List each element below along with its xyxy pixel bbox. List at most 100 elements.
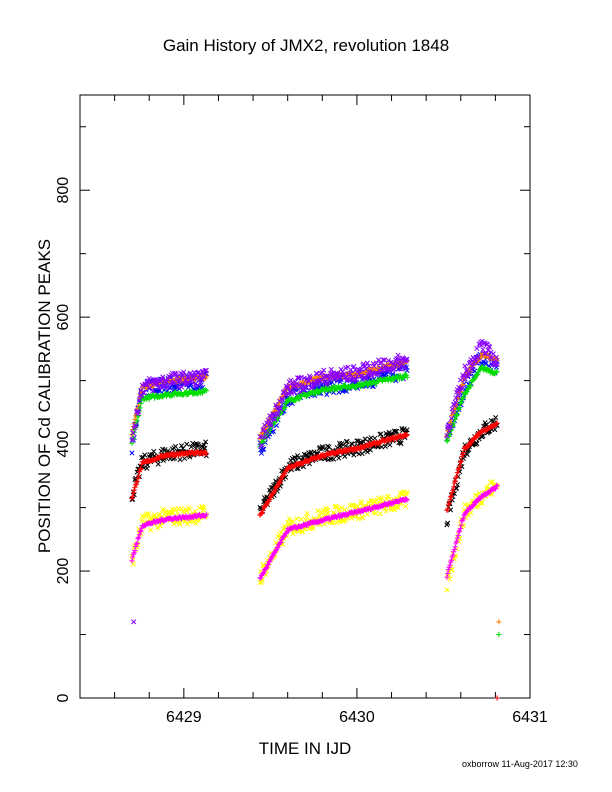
- axis-ticks: [79, 95, 531, 699]
- data-point: [360, 515, 366, 521]
- data-point: [452, 478, 458, 484]
- data-point: [260, 507, 266, 513]
- data-point: [130, 554, 136, 560]
- data-point: [136, 409, 142, 415]
- data-point: [404, 489, 410, 495]
- data-point: [132, 547, 138, 554]
- data-point: [258, 450, 265, 456]
- data-point: [199, 377, 205, 383]
- footer-note: oxborrow 11-Aug-2017 12:30: [462, 759, 578, 769]
- data-point: [130, 490, 137, 496]
- data-point: [364, 511, 370, 518]
- data-point: [261, 570, 267, 576]
- data-point: [138, 528, 144, 534]
- data-point: [177, 521, 183, 527]
- data-point: [493, 354, 499, 360]
- data-point: [291, 389, 298, 395]
- data-point: [328, 366, 334, 373]
- data-point: [282, 533, 288, 539]
- data-point: [132, 484, 138, 490]
- data-point: [444, 438, 450, 444]
- data-point: [359, 451, 365, 457]
- data-point: [184, 388, 190, 394]
- data-point: [265, 562, 271, 568]
- data-point: [445, 437, 451, 443]
- data-point: [361, 361, 367, 367]
- data-point: [379, 495, 385, 501]
- data-point: [141, 390, 147, 396]
- data-point: [448, 493, 455, 499]
- data-point: [188, 444, 194, 450]
- data-point: [203, 439, 209, 445]
- data-point: [307, 375, 313, 381]
- data-point: [468, 383, 474, 389]
- data-point: [133, 541, 140, 547]
- data-point: [454, 538, 460, 544]
- data-point: [184, 374, 191, 380]
- data-point: [133, 482, 139, 488]
- data-point: [289, 518, 295, 524]
- data-point: [481, 340, 487, 346]
- data-point: [339, 505, 345, 511]
- data-point: [457, 377, 463, 383]
- data-point: [450, 552, 456, 558]
- data-point: [202, 445, 208, 451]
- data-point: [170, 456, 176, 462]
- data-point: [445, 506, 451, 512]
- data-point: [462, 502, 468, 508]
- data-point: [361, 439, 367, 445]
- data-point: [473, 359, 479, 365]
- data-point: [352, 377, 358, 383]
- data-point: [133, 543, 139, 550]
- data-point: [202, 450, 209, 456]
- data-point: [444, 574, 450, 580]
- data-point: [462, 363, 468, 369]
- data-point: [460, 395, 466, 401]
- data-point: [278, 476, 284, 483]
- data-point: [202, 387, 209, 393]
- data-point: [444, 587, 450, 593]
- data-point: [262, 434, 268, 440]
- data-point: [403, 503, 409, 509]
- data-point: [303, 385, 309, 391]
- data-point: [195, 441, 201, 447]
- data-point: [285, 384, 291, 390]
- data-point: [395, 505, 401, 511]
- data-point: [278, 529, 284, 535]
- plot-frame: [79, 94, 531, 699]
- series-0: [129, 351, 500, 456]
- data-point: [274, 483, 280, 489]
- data-point: [272, 487, 278, 493]
- data-point: [130, 496, 136, 502]
- data-point: [150, 388, 156, 394]
- data-point: [294, 381, 300, 387]
- data-point: [131, 487, 137, 493]
- data-point: [446, 500, 452, 506]
- data-point: [194, 383, 200, 389]
- data-point: [461, 377, 467, 383]
- data-point: [445, 570, 451, 576]
- data-point: [129, 558, 135, 564]
- data-point: [137, 467, 143, 473]
- data-point: [275, 544, 281, 550]
- data-point: [318, 509, 325, 516]
- data-point: [401, 426, 407, 432]
- data-point: [291, 454, 298, 460]
- data-point: [467, 382, 473, 389]
- data-point: [329, 370, 335, 376]
- data-point: [447, 497, 453, 503]
- data-point: [324, 443, 331, 449]
- data-point: [132, 416, 138, 422]
- data-point: [479, 500, 485, 506]
- data-point: [276, 479, 283, 486]
- data-point: [391, 507, 397, 513]
- data-point: [379, 368, 385, 374]
- data-point: [445, 520, 451, 526]
- data-point: [269, 416, 275, 422]
- data-point: [162, 447, 168, 453]
- data-point: [349, 374, 355, 380]
- data-point: [465, 386, 471, 392]
- data-point: [133, 423, 139, 429]
- data-point: [484, 483, 490, 489]
